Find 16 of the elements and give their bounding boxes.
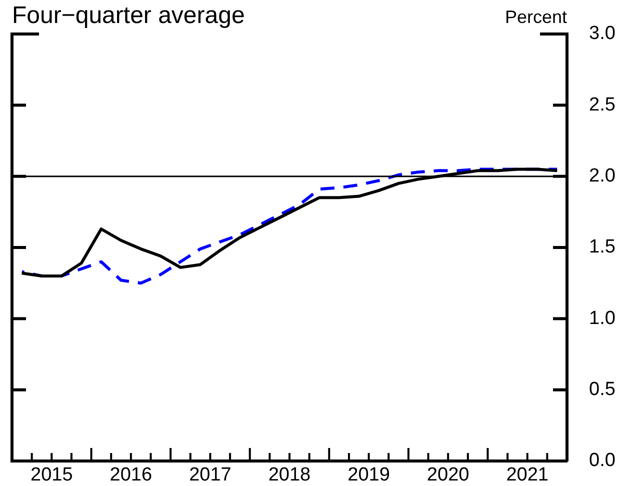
x-tick-label: 2020: [426, 464, 470, 486]
y-tick-label: 1.0: [589, 308, 616, 329]
x-tick-label: 2019: [348, 464, 390, 486]
y-axis-title: Percent: [504, 7, 567, 27]
y-tick-label: 3.0: [589, 23, 616, 44]
y-tick-label: 0.5: [589, 379, 616, 400]
x-tick-label: 2016: [110, 464, 152, 486]
x-tick-label: 2021: [506, 464, 548, 486]
y-tick-label: 1.5: [589, 236, 616, 258]
chart-title: Four−quarter average: [12, 2, 245, 30]
y-tick-label: 2.5: [589, 94, 616, 116]
x-tick-label: 2015: [30, 464, 73, 486]
y-tick-label: 0.0: [589, 450, 616, 472]
x-tick-label: 2018: [268, 464, 311, 486]
y-tick-label: 2.0: [589, 166, 616, 187]
x-tick-label: 2017: [189, 464, 232, 486]
